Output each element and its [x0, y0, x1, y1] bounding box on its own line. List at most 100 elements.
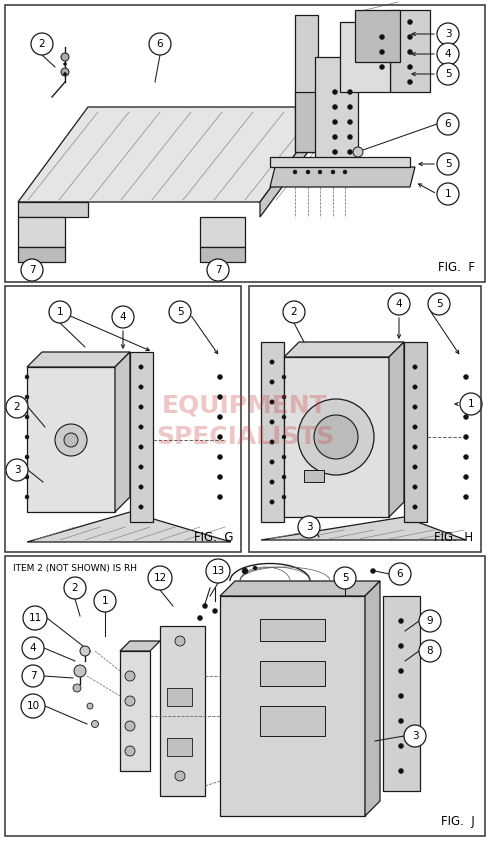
- Bar: [260, 661, 325, 686]
- Circle shape: [74, 665, 86, 677]
- Circle shape: [169, 301, 191, 323]
- Circle shape: [464, 415, 468, 420]
- Polygon shape: [27, 512, 231, 542]
- Circle shape: [125, 671, 135, 681]
- Text: FIG.  F: FIG. F: [438, 261, 475, 274]
- Circle shape: [25, 475, 29, 479]
- Circle shape: [437, 63, 459, 85]
- Polygon shape: [220, 596, 365, 816]
- Circle shape: [6, 459, 28, 481]
- Circle shape: [370, 569, 375, 574]
- Polygon shape: [115, 352, 130, 512]
- Bar: [167, 738, 192, 756]
- Circle shape: [318, 170, 322, 174]
- Bar: [304, 470, 324, 482]
- Circle shape: [464, 454, 468, 459]
- Circle shape: [149, 33, 171, 55]
- Circle shape: [389, 563, 411, 585]
- Circle shape: [331, 170, 335, 174]
- Circle shape: [413, 405, 417, 410]
- Circle shape: [347, 135, 352, 140]
- Text: 11: 11: [28, 613, 42, 623]
- Polygon shape: [355, 10, 400, 62]
- Circle shape: [379, 50, 385, 55]
- Polygon shape: [284, 357, 389, 517]
- Circle shape: [428, 293, 450, 315]
- Circle shape: [64, 72, 67, 76]
- Circle shape: [298, 516, 320, 538]
- Polygon shape: [200, 217, 245, 247]
- Polygon shape: [120, 641, 160, 651]
- Circle shape: [347, 89, 352, 94]
- Circle shape: [464, 374, 468, 379]
- Text: 4: 4: [445, 49, 451, 59]
- Text: EQUIPMENT
SPECIALISTS: EQUIPMENT SPECIALISTS: [156, 394, 334, 449]
- Text: 5: 5: [445, 159, 451, 169]
- Polygon shape: [27, 352, 130, 367]
- Text: 7: 7: [29, 265, 35, 275]
- Bar: [5, 556, 485, 836]
- Circle shape: [460, 393, 482, 415]
- Circle shape: [218, 454, 222, 459]
- Circle shape: [25, 455, 29, 459]
- Polygon shape: [18, 202, 88, 217]
- Polygon shape: [200, 247, 245, 262]
- Polygon shape: [160, 626, 205, 796]
- Circle shape: [413, 365, 417, 369]
- Text: 1: 1: [57, 307, 63, 317]
- Text: 2: 2: [39, 39, 45, 49]
- Text: 4: 4: [30, 643, 36, 653]
- Text: FIG.  H: FIG. H: [434, 531, 473, 544]
- Polygon shape: [18, 107, 330, 202]
- Circle shape: [306, 170, 310, 174]
- Circle shape: [408, 65, 413, 70]
- Circle shape: [333, 135, 338, 140]
- Circle shape: [419, 640, 441, 662]
- Circle shape: [31, 33, 53, 55]
- Polygon shape: [389, 342, 404, 517]
- Polygon shape: [261, 517, 466, 540]
- Circle shape: [197, 616, 202, 621]
- Circle shape: [347, 119, 352, 124]
- Circle shape: [333, 119, 338, 124]
- Circle shape: [25, 495, 29, 499]
- Circle shape: [61, 53, 69, 61]
- Circle shape: [64, 577, 86, 599]
- Circle shape: [388, 293, 410, 315]
- Text: 2: 2: [72, 583, 78, 593]
- Text: 7: 7: [215, 265, 221, 275]
- Circle shape: [270, 399, 274, 405]
- Circle shape: [333, 104, 338, 109]
- Circle shape: [270, 440, 274, 444]
- Circle shape: [270, 480, 274, 484]
- Circle shape: [148, 566, 172, 590]
- Circle shape: [206, 559, 230, 583]
- Polygon shape: [284, 342, 404, 357]
- Text: 8: 8: [427, 646, 433, 656]
- Text: 5: 5: [177, 307, 183, 317]
- Circle shape: [21, 259, 43, 281]
- Circle shape: [270, 420, 274, 424]
- Circle shape: [437, 113, 459, 135]
- Circle shape: [353, 147, 363, 157]
- Bar: [167, 688, 192, 706]
- Circle shape: [413, 484, 417, 489]
- Text: 12: 12: [153, 573, 167, 583]
- Text: 4: 4: [396, 299, 402, 309]
- Circle shape: [270, 380, 274, 384]
- Text: ITEM 2 (NOT SHOWN) IS RH: ITEM 2 (NOT SHOWN) IS RH: [13, 564, 137, 573]
- Circle shape: [6, 396, 28, 418]
- Text: 2: 2: [14, 402, 20, 412]
- Polygon shape: [27, 367, 115, 512]
- Circle shape: [218, 415, 222, 420]
- Circle shape: [293, 170, 297, 174]
- Circle shape: [464, 495, 468, 500]
- Bar: [260, 619, 325, 641]
- Circle shape: [398, 669, 403, 674]
- Text: 13: 13: [211, 566, 224, 576]
- Circle shape: [61, 68, 69, 76]
- Text: 10: 10: [26, 701, 40, 711]
- Circle shape: [437, 183, 459, 205]
- Text: 6: 6: [157, 39, 163, 49]
- Circle shape: [437, 23, 459, 45]
